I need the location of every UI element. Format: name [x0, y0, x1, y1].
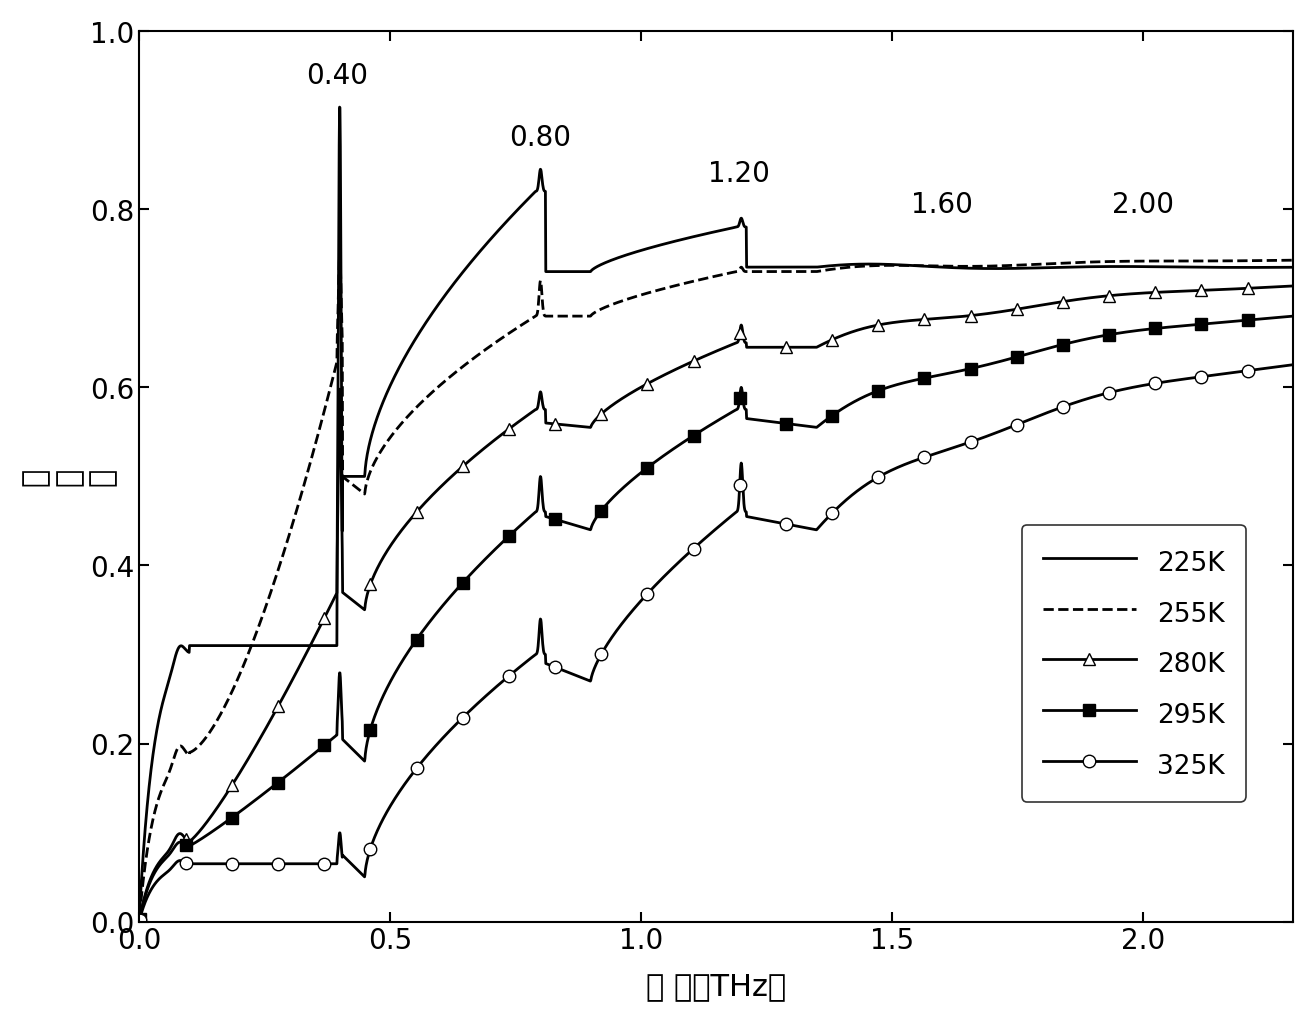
280K: [624, 387, 640, 399]
325K: [263, 858, 279, 870]
280K: [1138, 287, 1154, 299]
225K: [1285, 261, 1301, 274]
280K: [131, 913, 147, 925]
Text: 1.60: 1.60: [911, 191, 972, 218]
325K: [331, 827, 347, 839]
295K: [1138, 324, 1154, 336]
X-axis label: 频 率（THz）: 频 率（THz）: [646, 971, 786, 1001]
Line: 255K: 255K: [139, 255, 1293, 916]
Line: 295K: 295K: [133, 310, 1300, 925]
225K: [131, 907, 147, 919]
295K: [574, 522, 590, 534]
255K: [332, 249, 348, 261]
Text: 1.20: 1.20: [708, 159, 770, 188]
225K: [331, 102, 347, 114]
225K: [263, 640, 279, 652]
325K: [1263, 361, 1279, 374]
295K: [263, 782, 279, 794]
280K: [263, 713, 279, 725]
325K: [624, 605, 640, 618]
280K: [574, 421, 590, 433]
Legend: 225K, 255K, 280K, 295K, 325K: 225K, 255K, 280K, 295K, 325K: [1022, 525, 1246, 801]
255K: [263, 585, 279, 597]
Y-axis label: 透
射
率: 透 射 率: [21, 468, 117, 486]
225K: [624, 247, 640, 259]
325K: [1285, 359, 1301, 372]
295K: [1285, 310, 1301, 323]
325K: [131, 914, 147, 926]
255K: [1263, 255, 1279, 268]
255K: [331, 249, 347, 261]
325K: [574, 672, 590, 684]
Line: 280K: 280K: [133, 280, 1300, 925]
295K: [1263, 312, 1279, 325]
Text: 0.40: 0.40: [306, 61, 368, 90]
255K: [1139, 255, 1155, 268]
225K: [1139, 261, 1155, 274]
225K: [332, 102, 348, 114]
255K: [131, 910, 147, 922]
255K: [1285, 254, 1301, 266]
280K: [1285, 281, 1301, 293]
225K: [574, 265, 590, 278]
255K: [574, 310, 590, 323]
Line: 325K: 325K: [133, 358, 1300, 926]
280K: [331, 384, 347, 396]
225K: [1263, 261, 1279, 274]
295K: [331, 667, 347, 679]
280K: [1263, 282, 1279, 294]
Text: 2.00: 2.00: [1112, 191, 1173, 218]
295K: [624, 475, 640, 487]
295K: [131, 913, 147, 925]
Line: 225K: 225K: [139, 108, 1293, 913]
Text: 0.80: 0.80: [510, 124, 572, 152]
325K: [1138, 379, 1154, 391]
255K: [624, 292, 640, 304]
